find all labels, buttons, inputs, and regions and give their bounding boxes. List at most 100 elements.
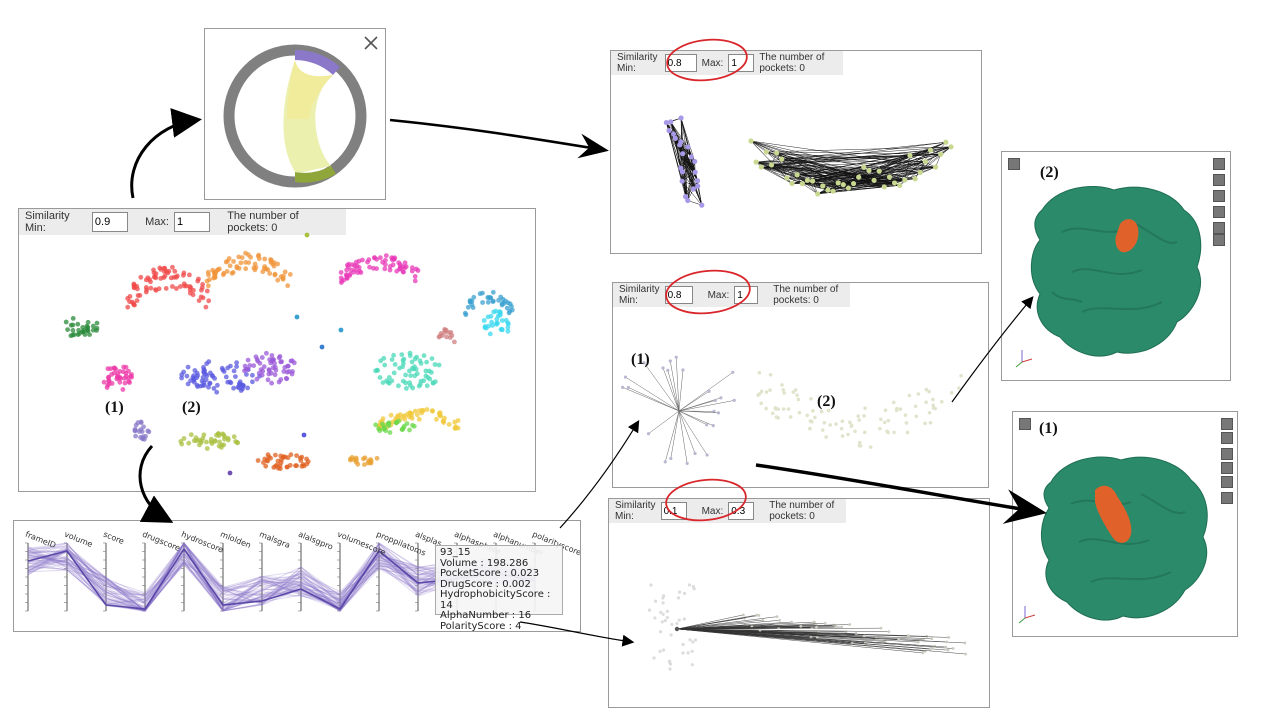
scatter-point: [490, 298, 496, 304]
scatter-point: [216, 431, 221, 436]
max-input[interactable]: [173, 212, 210, 232]
similarity-graph-top[interactable]: [611, 51, 982, 254]
graph-node: [784, 175, 790, 181]
scatter-point: [463, 312, 469, 318]
scatter-point: [278, 377, 284, 382]
viewer-tool-button[interactable]: [1213, 222, 1225, 234]
graph-node: [922, 159, 928, 165]
graph-node: [786, 407, 791, 411]
scatter-point: [356, 258, 362, 264]
scatter-point: [390, 262, 396, 268]
protein-surface-top[interactable]: [1002, 152, 1231, 381]
sim-min-input[interactable]: [91, 212, 128, 232]
scatter-point: [179, 375, 185, 381]
scatter-point: [467, 299, 473, 305]
scatter-point: [449, 333, 455, 338]
scatter-point: [204, 446, 210, 451]
viewer-menu-button[interactable]: [1008, 158, 1020, 170]
graph-node: [885, 429, 889, 434]
graph-panel-mid: Similarity Min: Max: The number of pocke…: [612, 282, 989, 488]
scatter-point: [347, 271, 353, 277]
scatter-point: [278, 460, 284, 465]
graph-node: [691, 640, 695, 644]
graph-node: [820, 428, 825, 432]
graph-node: [876, 168, 882, 174]
graph-node: [757, 370, 762, 375]
viewer-tool-button[interactable]: [1213, 206, 1225, 218]
graph-node: [947, 636, 951, 639]
graph-node: [790, 620, 793, 624]
scatter-point: [401, 269, 406, 275]
graph-node: [812, 620, 816, 624]
similarity-graph-bottom[interactable]: [609, 499, 990, 708]
scatter-point: [361, 456, 366, 462]
scatter-point: [94, 320, 100, 326]
graph-node: [677, 142, 683, 148]
graph-node: [897, 638, 901, 641]
scatter-point: [228, 380, 234, 386]
protein-surface-bottom[interactable]: [1013, 412, 1238, 637]
viewer-tool-button[interactable]: [1213, 174, 1225, 186]
graph-node: [660, 620, 664, 624]
graph-hub-node: [674, 626, 680, 632]
scatter-point: [129, 299, 135, 305]
scatter-point: [505, 321, 511, 327]
graph-node: [626, 385, 631, 390]
graph-node: [693, 451, 697, 456]
scatter-point: [505, 325, 511, 330]
graph-node: [661, 366, 665, 370]
viewer-tool-button[interactable]: [1213, 158, 1225, 170]
graph-node: [825, 187, 831, 193]
scatter-point: [268, 370, 274, 376]
scatter-point: [437, 413, 443, 418]
graph-node: [705, 453, 709, 457]
scatter-point: [319, 344, 325, 350]
scatter-point: [389, 357, 395, 362]
scatter-point: [409, 359, 415, 365]
viewer-menu-button[interactable]: [1019, 418, 1031, 430]
scatter-point: [178, 284, 183, 289]
viewer-tool-button[interactable]: [1213, 234, 1225, 246]
viewer-tool-button[interactable]: [1221, 448, 1233, 460]
scatter-point: [304, 232, 310, 238]
viewer-tool-button[interactable]: [1221, 432, 1233, 444]
graph-node: [921, 638, 925, 642]
close-icon[interactable]: [205, 29, 386, 200]
scatter-point: [245, 357, 251, 363]
viewer-tool-button[interactable]: [1213, 190, 1225, 202]
viewer-tool-button[interactable]: [1221, 492, 1233, 504]
viewer-tool-button[interactable]: [1221, 418, 1233, 430]
scatter-point: [205, 269, 211, 275]
scatter-point: [123, 364, 129, 370]
graph-node: [897, 182, 903, 188]
scatter-point: [203, 304, 209, 310]
graph-node: [682, 591, 687, 595]
scatter-point: [278, 453, 284, 459]
scatter-point: [356, 265, 362, 270]
cluster-scatter[interactable]: [19, 209, 536, 492]
viewer-tool-button[interactable]: [1221, 462, 1233, 474]
scatter-point: [188, 432, 194, 438]
scatter-point: [269, 353, 275, 358]
graph-node: [732, 398, 736, 402]
scatter-point: [187, 290, 193, 296]
scatter-point: [125, 304, 131, 310]
scatter-point: [402, 260, 408, 266]
graph-node: [661, 596, 665, 600]
scatter-point: [233, 374, 238, 379]
graph-node: [646, 432, 651, 436]
scatter-point: [465, 304, 471, 310]
graph-node: [850, 642, 854, 645]
viewer-tool-button[interactable]: [1221, 476, 1233, 488]
similarity-graph-mid[interactable]: [613, 283, 989, 488]
graph-node: [781, 387, 786, 392]
graph-node: [793, 388, 798, 392]
scatter-point: [407, 380, 412, 386]
graph-node: [764, 390, 769, 394]
graph-node: [945, 640, 949, 644]
graph-node: [775, 615, 779, 619]
sim-min-label: Similarity Min:: [25, 210, 70, 234]
graph-node: [663, 618, 667, 623]
scatter-point: [120, 387, 126, 392]
scatter-point: [417, 358, 423, 364]
